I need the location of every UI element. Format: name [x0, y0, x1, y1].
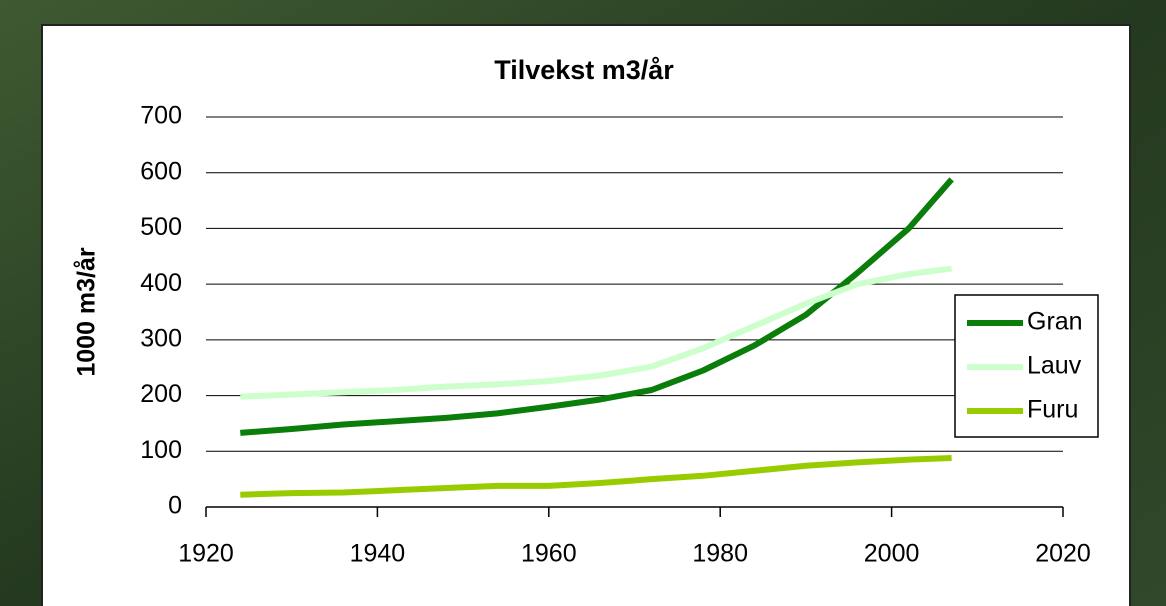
x-tick-label: 2020: [1035, 540, 1091, 568]
y-tick-label: 500: [140, 213, 182, 241]
y-tick-label: 100: [140, 436, 182, 464]
y-tick-label: 200: [140, 380, 182, 408]
y-tick-label: 600: [140, 157, 182, 185]
chart: Tilvekst m3/år 1000 m3/år 0 100 200 300 400 5…: [0, 0, 1166, 606]
x-tick-label: 2000: [864, 540, 920, 568]
page: Tilvekst m3/år 1000 m3/år 0 100 200 300 400 5…: [0, 0, 1166, 606]
x-tick-label: 1940: [350, 540, 406, 568]
x-tick-label: 1920: [178, 540, 234, 568]
x-tick-label: 1980: [692, 540, 748, 568]
y-tick-label: 400: [140, 269, 182, 297]
y-tick-label: 300: [140, 324, 182, 352]
y-axis-label: 1000 m3/år: [73, 247, 101, 377]
legend-label: Furu: [1027, 396, 1078, 424]
legend-label: Gran: [1027, 308, 1083, 336]
legend-label: Lauv: [1027, 352, 1082, 380]
y-tick-label: 0: [168, 492, 182, 520]
y-tick-label: 700: [140, 102, 182, 130]
x-tick-label: 1960: [521, 540, 577, 568]
chart-title: Tilvekst m3/år: [494, 55, 674, 85]
